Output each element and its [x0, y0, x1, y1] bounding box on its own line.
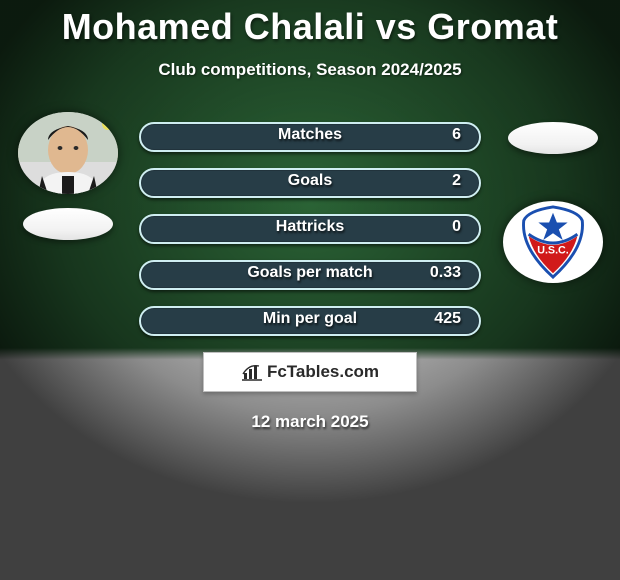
- stat-row-hattricks: Hattricks 0: [139, 214, 481, 244]
- stat-value: 2: [452, 172, 461, 190]
- stat-label: Min per goal: [263, 310, 357, 328]
- stat-row-mpg: Min per goal 425: [139, 306, 481, 336]
- stat-label: Goals per match: [247, 264, 372, 282]
- chart-icon: [241, 363, 263, 381]
- left-team-badge: [23, 208, 113, 240]
- stat-value: 0: [452, 218, 461, 236]
- stat-label: Goals: [288, 172, 332, 190]
- right-column: U.S.C.: [495, 112, 610, 283]
- crest-svg: U.S.C.: [514, 203, 592, 281]
- subtitle: Club competitions, Season 2024/2025: [0, 60, 620, 80]
- brand-text: FcTables.com: [267, 362, 379, 382]
- stat-value: 6: [452, 126, 461, 144]
- brand-box[interactable]: FcTables.com: [203, 352, 417, 392]
- stat-value: 0.33: [430, 264, 461, 282]
- comparison-card: Mohamed Chalali vs Gromat Club competiti…: [0, 0, 620, 580]
- stats-list: Matches 6 Goals 2 Hattricks 0 Goals per …: [139, 112, 481, 336]
- left-column: [10, 112, 125, 240]
- stat-row-matches: Matches 6: [139, 122, 481, 152]
- page-title: Mohamed Chalali vs Gromat: [0, 0, 620, 48]
- stat-row-gpm: Goals per match 0.33: [139, 260, 481, 290]
- player-avatar: [18, 112, 118, 194]
- stat-row-goals: Goals 2: [139, 168, 481, 198]
- stat-label: Hattricks: [276, 218, 344, 236]
- right-name-badge: [508, 122, 598, 154]
- stat-label: Matches: [278, 126, 342, 144]
- right-team-crest: U.S.C.: [503, 201, 603, 283]
- date-label: 12 march 2025: [0, 412, 620, 432]
- avatar-svg: [18, 112, 118, 194]
- content-area: U.S.C. Matches 6 Goals 2 Hattricks 0 Goa…: [0, 112, 620, 432]
- svg-text:U.S.C.: U.S.C.: [537, 245, 569, 257]
- stat-value: 425: [434, 310, 461, 328]
